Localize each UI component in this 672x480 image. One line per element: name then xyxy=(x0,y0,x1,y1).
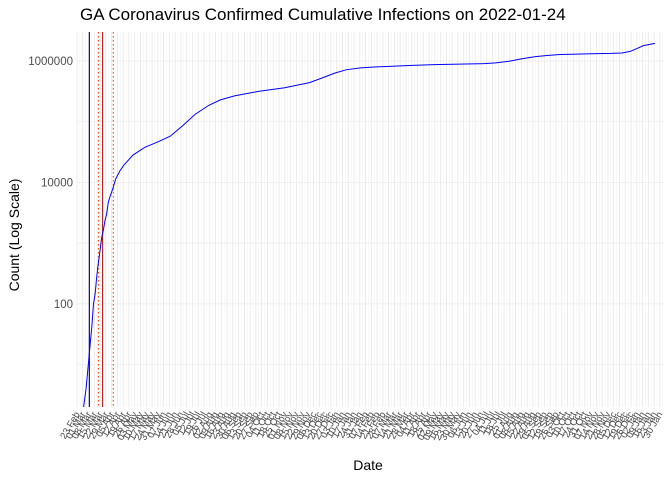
grid xyxy=(76,32,664,407)
y-tick-labels: 100 10000 1000000 xyxy=(28,56,73,311)
y-tick-label: 10000 xyxy=(41,177,73,189)
series-line xyxy=(83,42,656,408)
chart-title: GA Coronavirus Confirmed Cumulative Infe… xyxy=(80,5,566,24)
y-tick-label: 100 xyxy=(54,299,73,311)
x-axis-title: Date xyxy=(353,457,383,473)
reference-lines xyxy=(88,32,114,407)
series-layer xyxy=(83,42,656,408)
y-axis-title: Count (Log Scale) xyxy=(6,179,22,292)
y-tick-label: 1000000 xyxy=(28,56,73,68)
